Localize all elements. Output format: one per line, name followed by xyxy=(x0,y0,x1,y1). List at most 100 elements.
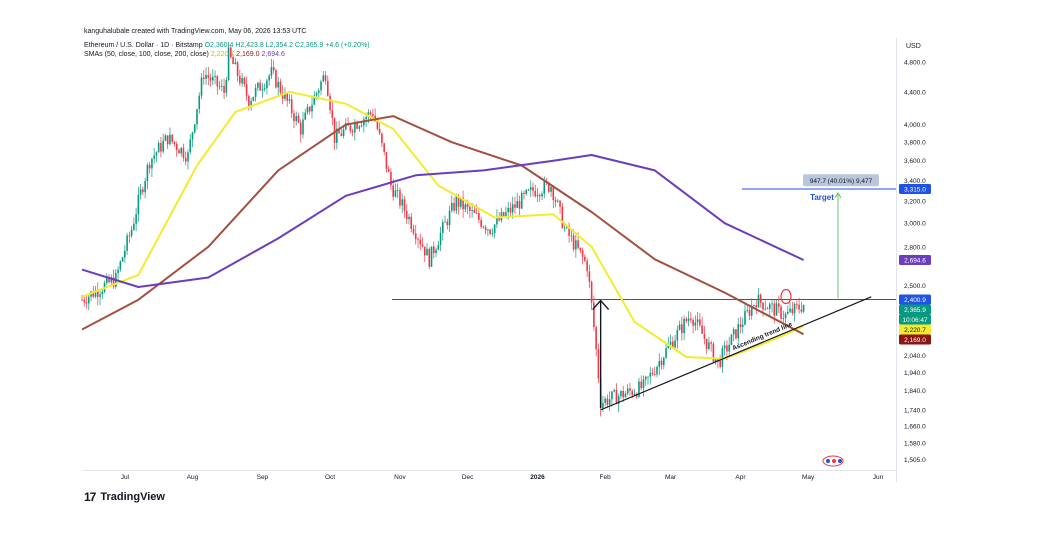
y-tick-label: 3,200.0 xyxy=(904,199,926,206)
price-candle xyxy=(437,240,440,250)
price-candle xyxy=(311,96,313,119)
breakout-highlight-circle xyxy=(780,288,792,305)
price-candle xyxy=(685,316,688,324)
price-candle xyxy=(798,297,800,314)
measure-label: 947.7 (40.01%) 9,477 xyxy=(810,178,873,185)
price-candle xyxy=(511,196,514,219)
price-candle xyxy=(207,66,210,86)
price-candle xyxy=(396,183,399,199)
x-tick-label: Mar xyxy=(665,474,677,481)
price-candle xyxy=(333,117,336,151)
price-candle xyxy=(275,68,277,89)
price-candle xyxy=(644,375,647,386)
price-candle xyxy=(699,312,701,328)
ohlc-values: O2,360.4 H2,423.8 L2,354.2 C2,365.9 +4.6… xyxy=(204,42,370,49)
price-candle xyxy=(135,207,137,232)
price-candle xyxy=(676,325,679,349)
price-candle xyxy=(351,128,354,137)
price-candle xyxy=(419,233,422,250)
rally-arrow-head-icon xyxy=(592,299,610,311)
price-candle xyxy=(363,116,365,133)
x-tick-label: Aug xyxy=(187,474,199,481)
price-candle xyxy=(428,247,431,270)
price-candle xyxy=(744,302,746,326)
price-candle xyxy=(144,177,146,199)
price-candle xyxy=(178,148,180,154)
price-candle xyxy=(453,197,455,214)
price-candle xyxy=(653,366,656,377)
tradingview-logo[interactable]: 17 TradingView xyxy=(84,490,165,504)
price-candle xyxy=(678,320,681,331)
price-candle xyxy=(534,184,537,198)
price-candle xyxy=(295,111,298,126)
price-candle xyxy=(340,128,343,137)
price-candle xyxy=(737,317,740,345)
price-candle xyxy=(232,54,234,65)
price-candle xyxy=(405,204,408,224)
price-candle xyxy=(777,295,780,314)
price-candle xyxy=(193,123,196,134)
price-badge: 2,694.6 xyxy=(899,254,931,265)
price-candle xyxy=(593,295,595,331)
price-candle xyxy=(297,112,300,124)
price-candle xyxy=(442,219,444,241)
symbol-line: Ethereum / U.S. Dollar · 1D · Bitstamp O… xyxy=(84,42,370,49)
price-candle xyxy=(732,327,735,341)
price-candle xyxy=(268,73,270,87)
price-candle xyxy=(142,186,144,196)
price-candle xyxy=(662,356,665,370)
price-candle xyxy=(202,69,205,85)
svg-text:2,169.0: 2,169.0 xyxy=(904,337,926,344)
sma-200-value: 2,694.6 xyxy=(261,51,285,58)
price-candle xyxy=(687,311,690,327)
price-candle xyxy=(796,300,798,310)
price-candle xyxy=(117,266,119,280)
price-candle xyxy=(538,193,541,202)
x-tick-label: Nov xyxy=(394,474,406,481)
measure-box xyxy=(803,174,879,187)
price-badge: 2,400.9 xyxy=(899,294,931,305)
price-candle xyxy=(482,225,485,229)
price-candle xyxy=(613,388,615,393)
price-candle xyxy=(660,357,663,370)
price-candle xyxy=(101,288,104,300)
price-candle xyxy=(342,126,345,139)
price-candle xyxy=(793,302,796,322)
price-candle xyxy=(182,143,185,162)
price-candle xyxy=(622,385,624,403)
price-candle xyxy=(455,193,458,214)
y-unit-label: USD xyxy=(906,43,921,50)
price-candle xyxy=(153,148,155,164)
price-candle xyxy=(529,180,532,197)
price-candle xyxy=(99,290,101,306)
price-candle xyxy=(633,388,636,397)
price-candle xyxy=(383,142,385,156)
price-candle xyxy=(304,108,307,121)
price-candle xyxy=(518,195,521,217)
price-candle xyxy=(223,78,225,100)
price-candle xyxy=(338,120,340,134)
price-candle xyxy=(728,336,730,357)
y-tick-label: 3,000.0 xyxy=(904,221,926,228)
price-candle xyxy=(514,196,516,215)
price-candle xyxy=(378,123,381,136)
price-candle xyxy=(218,80,221,91)
price-candle xyxy=(162,133,164,154)
price-candle xyxy=(575,234,577,258)
x-tick-label: Jun xyxy=(873,474,884,481)
sma-100-value: 2,169.0 xyxy=(236,51,260,58)
price-candle xyxy=(520,190,523,209)
price-candle xyxy=(387,166,390,173)
price-candle xyxy=(606,394,609,409)
price-candle xyxy=(642,375,645,397)
price-candle xyxy=(710,340,712,352)
price-candle xyxy=(196,108,198,130)
price-candle xyxy=(299,119,302,143)
price-candle xyxy=(241,72,243,87)
y-tick-label: 1,840.0 xyxy=(904,388,926,395)
price-candle xyxy=(766,306,769,310)
sma-50-value: 2,220.7 xyxy=(210,51,235,58)
price-candle xyxy=(173,141,176,147)
price-candle xyxy=(493,223,496,239)
